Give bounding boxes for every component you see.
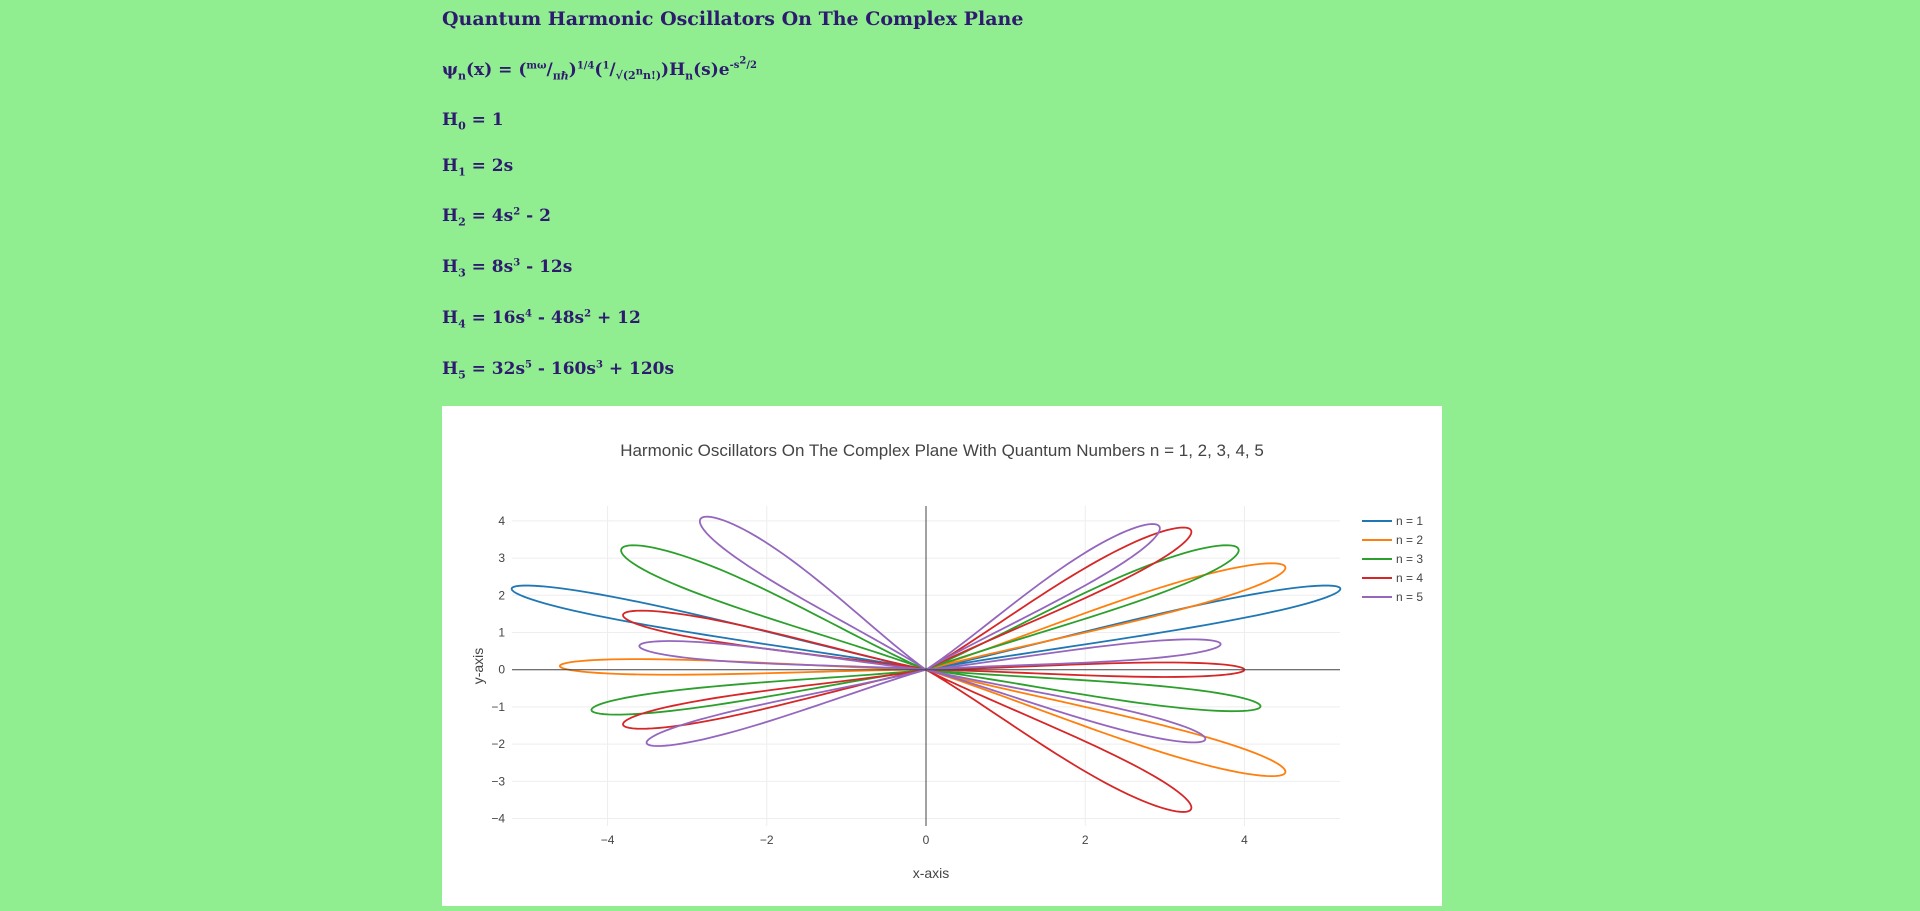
y-tick-label: −2: [491, 737, 505, 751]
hermite-polynomial-5: H5 = 32s5 - 160s3 + 120s: [442, 359, 674, 381]
series-lobe: [925, 523, 1161, 671]
polynomial-term: = 1: [465, 110, 504, 130]
polynomial-symbol: H: [442, 156, 459, 176]
hermite-polynomial-1: H1 = 2s: [442, 156, 513, 178]
x-tick-label: 4: [1241, 833, 1248, 847]
page-title: Quantum Harmonic Oscillators On The Comp…: [442, 8, 1024, 30]
legend-label: n = 1: [1396, 514, 1423, 528]
series-lobe: [620, 544, 927, 671]
series-layer: [510, 515, 1342, 813]
tick-labels: −4 −2 0 2 4 4 3 2 1 0 −1 −2 −3 −4: [491, 514, 1248, 847]
series-lobe: [925, 526, 1193, 671]
polynomial-symbol: H: [442, 257, 459, 277]
series-n3: [590, 544, 1262, 716]
series-lobe: [698, 515, 927, 671]
wave-function-equation: ψn(x) = (mω/πℏ)1/4(1/√(2nn!))Hn(s)e-s2/2: [442, 56, 757, 83]
hermite-polynomial-3: H3 = 8s3 - 12s: [442, 257, 572, 279]
polynomial-term: - 12s: [520, 257, 573, 277]
series-lobe: [925, 668, 1262, 713]
hermite-polynomial-2: H2 = 4s2 - 2: [442, 206, 551, 228]
polynomial-symbol: H: [442, 359, 459, 379]
legend-label: n = 2: [1396, 533, 1423, 547]
series-lobe: [925, 562, 1287, 671]
x-tick-label: 0: [923, 833, 930, 847]
chart-title: Harmonic Oscillators On The Complex Plan…: [620, 441, 1264, 460]
polynomial-exponent: 2: [584, 308, 592, 320]
x-axis-label: x-axis: [913, 865, 950, 881]
polynomial-term: + 120s: [602, 359, 675, 379]
x-tick-label: 2: [1082, 833, 1089, 847]
polynomial-index: 1: [458, 165, 466, 179]
chart-card: Harmonic Oscillators On The Complex Plan…: [442, 406, 1442, 906]
series-lobe: [925, 668, 1287, 778]
polynomial-term: - 48s: [532, 308, 585, 328]
polynomial-term: = 4s: [465, 206, 514, 226]
series-lobe: [925, 668, 1193, 813]
polynomial-term: - 2: [520, 206, 551, 226]
polynomial-symbol: H: [442, 110, 459, 130]
polynomial-term: + 12: [591, 308, 641, 328]
polynomial-exponent: 4: [525, 308, 532, 320]
y-tick-label: −3: [491, 774, 505, 788]
series-lobe: [925, 638, 1222, 671]
polynomial-index: 0: [458, 119, 466, 133]
y-tick-label: 2: [498, 588, 505, 602]
legend: n = 1 n = 2 n = 3 n = 4 n = 5: [1362, 514, 1423, 604]
series-lobe: [645, 668, 927, 747]
series-lobe: [925, 544, 1240, 671]
polynomial-index: 5: [458, 368, 466, 382]
polynomial-index: 2: [458, 215, 466, 229]
hermite-polynomial-0: H0 = 1: [442, 110, 504, 132]
y-tick-label: −1: [491, 700, 505, 714]
y-tick-label: 1: [498, 626, 505, 640]
polynomial-index: 4: [458, 317, 466, 331]
y-tick-label: −4: [491, 812, 505, 826]
series-lobe: [622, 609, 927, 671]
polynomial-exponent: 5: [525, 359, 532, 371]
y-tick-label: 4: [498, 514, 505, 528]
axes: [512, 506, 1340, 826]
x-tick-label: −4: [601, 833, 615, 847]
polynomial-term: = 32s: [465, 359, 526, 379]
hermite-polynomial-4: H4 = 16s4 - 48s2 + 12: [442, 308, 641, 330]
polynomial-exponent: 3: [595, 359, 603, 371]
x-tick-label: −2: [760, 833, 774, 847]
legend-label: n = 5: [1396, 590, 1423, 604]
oscillator-chart: Harmonic Oscillators On The Complex Plan…: [470, 441, 1423, 881]
y-axis-label: y-axis: [470, 648, 486, 685]
series-lobe: [925, 584, 1342, 671]
series-lobe: [510, 584, 927, 671]
series-lobe: [638, 640, 927, 671]
series-lobe: [590, 668, 927, 716]
y-tick-label: 0: [498, 663, 505, 677]
polynomial-index: 3: [458, 266, 466, 280]
legend-label: n = 4: [1396, 571, 1423, 585]
polynomial-term: = 2s: [465, 156, 514, 176]
series-lobe: [925, 668, 1207, 744]
series-lobe: [622, 668, 927, 730]
polynomial-symbol: H: [442, 206, 459, 226]
polynomial-exponent: 2: [513, 206, 521, 218]
y-tick-label: 3: [498, 551, 505, 565]
polynomial-symbol: H: [442, 308, 459, 328]
polynomial-term: - 160s: [532, 359, 596, 379]
polynomial-term: = 8s: [465, 257, 514, 277]
polynomial-term: = 16s: [465, 308, 526, 328]
series-n5: [638, 515, 1222, 747]
legend-label: n = 3: [1396, 552, 1423, 566]
polynomial-exponent: 3: [513, 257, 521, 269]
